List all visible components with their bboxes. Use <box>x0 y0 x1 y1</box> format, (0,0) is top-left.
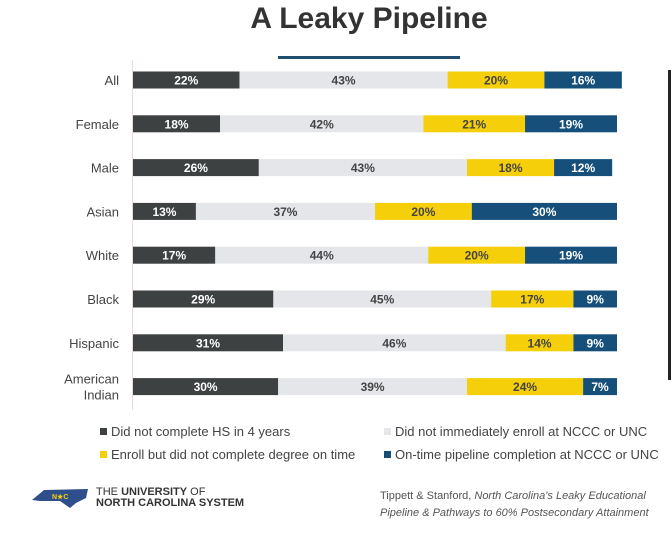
category-label: All <box>105 73 120 88</box>
bar-segment <box>273 290 492 308</box>
data-label: 20% <box>411 205 435 219</box>
bar-segment <box>525 246 617 264</box>
data-label: 20% <box>484 74 508 88</box>
bar-segment <box>133 334 284 352</box>
legend-label: Did not immediately enroll at NCCC or UN… <box>395 424 648 439</box>
citation: Tippett & Stanford, North Carolina's Lea… <box>380 490 649 519</box>
data-label: 14% <box>528 336 552 350</box>
data-label: 13% <box>152 205 176 219</box>
category-label: Indian <box>84 388 119 403</box>
nc-state-map-icon: N★C <box>32 489 88 508</box>
bar-segment <box>375 202 472 220</box>
legend-swatch <box>384 428 391 435</box>
stacked-bar-chart: All 22% 43% 20% 16% Female 18% 42% 21% 19% Male 26%… <box>64 71 622 403</box>
data-label: 43% <box>332 74 356 88</box>
legend-item: Did not immediately enroll at NCCC or UN… <box>384 424 647 439</box>
axis-line <box>132 60 133 410</box>
data-label: 9% <box>587 293 605 307</box>
data-label: 26% <box>184 161 208 175</box>
unc-system-logo: N★C THE UNIVERSITY OF NORTH CAROLINA SYS… <box>30 486 244 510</box>
bar-segment <box>239 71 448 89</box>
bar-segment <box>278 378 467 396</box>
data-label: 39% <box>361 380 385 394</box>
data-label: 42% <box>310 117 334 131</box>
bar-segment <box>447 71 545 89</box>
data-label: 30% <box>532 205 556 219</box>
category-label: Hispanic <box>69 336 119 351</box>
data-label: 7% <box>591 380 609 394</box>
bar-segment <box>491 290 574 308</box>
data-label: 19% <box>559 249 583 263</box>
data-label: 29% <box>191 293 215 307</box>
bar-segment <box>466 159 555 177</box>
bar-segment <box>283 334 506 352</box>
title-underline <box>278 56 460 59</box>
legend-label: Enroll but did not complete degree on ti… <box>111 447 356 462</box>
data-label: 17% <box>162 249 186 263</box>
legend-label: Did not complete HS in 4 years <box>111 424 291 439</box>
bar-segment <box>133 378 279 396</box>
data-label: 9% <box>587 336 605 350</box>
bar-segment <box>133 159 259 177</box>
data-label: 24% <box>513 380 537 394</box>
scrollbar[interactable] <box>668 70 671 380</box>
data-label: 46% <box>382 336 406 350</box>
data-label: 12% <box>571 161 595 175</box>
category-label: American <box>64 372 119 387</box>
bar-segment <box>554 159 613 177</box>
bar-segment <box>573 290 617 308</box>
category-label: Asian <box>86 204 119 219</box>
bar-segment <box>505 334 574 352</box>
legend-item: On-time pipeline completion at NCCC or U… <box>384 447 659 462</box>
bar-segment <box>215 246 429 264</box>
category-label: Male <box>91 161 119 176</box>
legend-item: Did not complete HS in 4 years <box>100 424 290 439</box>
bar-segment <box>220 115 424 133</box>
bar-segment <box>428 246 526 264</box>
bar-segment <box>583 378 617 396</box>
data-label: 18% <box>165 117 189 131</box>
data-label: 22% <box>174 74 198 88</box>
bar-segment <box>573 334 617 352</box>
bar-segment <box>133 246 216 264</box>
category-label: Female <box>76 117 119 132</box>
legend-swatch <box>384 451 391 458</box>
bar-segment <box>471 202 617 220</box>
svg-text:N★C: N★C <box>52 493 68 501</box>
bar-segment <box>133 71 240 89</box>
data-label: 18% <box>499 161 523 175</box>
category-label: Black <box>87 292 119 307</box>
legend-item: Enroll but did not complete degree on ti… <box>100 447 355 462</box>
bar-segment <box>544 71 622 89</box>
bar-segment <box>423 115 526 133</box>
data-label: 37% <box>273 205 297 219</box>
data-label: 30% <box>194 380 218 394</box>
data-label: 16% <box>571 74 595 88</box>
category-label: White <box>86 248 119 263</box>
legend-swatch <box>100 428 107 435</box>
data-label: 44% <box>310 249 334 263</box>
bar-segment <box>133 202 196 220</box>
bar-segment <box>525 115 617 133</box>
data-label: 17% <box>520 293 544 307</box>
data-label: 43% <box>351 161 375 175</box>
bar-segment <box>195 202 375 220</box>
bar-segment <box>133 290 274 308</box>
bar-segment <box>133 115 221 133</box>
bar-segment <box>466 378 584 396</box>
chart-title: A Leaky Pipeline <box>250 2 488 35</box>
data-label: 19% <box>559 117 583 131</box>
legend-swatch <box>100 451 107 458</box>
data-label: 21% <box>462 117 486 131</box>
data-label: 31% <box>196 336 220 350</box>
data-label: 20% <box>465 249 489 263</box>
legend-label: On-time pipeline completion at NCCC or U… <box>395 447 659 462</box>
bar-segment <box>258 159 467 177</box>
data-label: 45% <box>370 293 394 307</box>
